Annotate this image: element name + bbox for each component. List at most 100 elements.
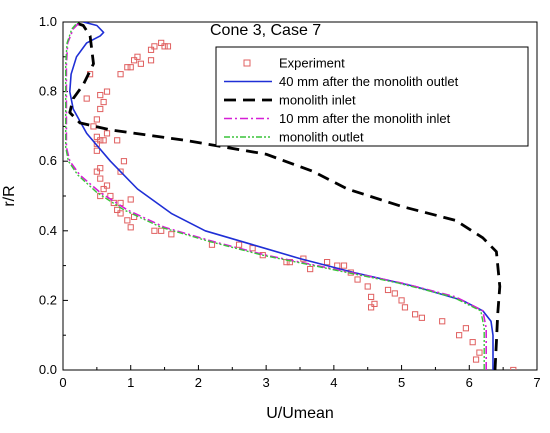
data-point: [168, 231, 175, 238]
legend: Experiment 40 mm after the monolith outle…: [215, 46, 529, 147]
data-point: [124, 217, 131, 224]
data-point: [131, 57, 138, 64]
legend-entry: 10 mm after the monolith inlet: [224, 111, 451, 126]
x-tick-label: 6: [466, 375, 473, 390]
data-point: [100, 137, 107, 144]
y-tick-label: 0.0: [39, 362, 57, 377]
data-point: [510, 366, 517, 370]
data-point: [340, 262, 348, 269]
data-point: [164, 43, 172, 50]
series-line: [68, 22, 502, 370]
data-point: [384, 286, 392, 294]
data-point: [97, 137, 104, 144]
legend-label: Experiment: [279, 56, 345, 71]
data-point: [97, 165, 104, 172]
legend-label: 10 mm after the monolith inlet: [279, 111, 451, 126]
legend-label: monolith outlet: [279, 130, 364, 145]
series-1: [69, 22, 494, 370]
data-point: [124, 64, 131, 71]
data-point: [117, 71, 124, 78]
data-point: [93, 168, 100, 175]
legend-label: 40 mm after the monolith outlet: [279, 74, 459, 89]
data-point: [134, 53, 141, 60]
data-point: [103, 130, 111, 137]
data-point: [161, 43, 168, 50]
series-line: [69, 22, 494, 370]
data-point: [114, 206, 121, 214]
data-point: [147, 57, 155, 64]
data-point: [439, 318, 446, 325]
x-tick-label: 7: [533, 375, 540, 390]
series-line: [65, 22, 485, 370]
data-point: [97, 175, 104, 182]
data-point: [401, 304, 409, 311]
x-axis-label: U/Umean: [266, 405, 334, 422]
data-point: [364, 283, 371, 290]
y-tick-label: 0.4: [39, 223, 57, 238]
data-point: [103, 88, 111, 95]
series-layer: [65, 22, 517, 370]
series-line: [65, 22, 487, 370]
data-point: [117, 168, 124, 175]
data-point: [476, 349, 483, 356]
y-axis-label: r/R: [1, 185, 18, 206]
data-point: [307, 265, 314, 273]
data-point: [147, 46, 155, 53]
x-tick-label: 0: [59, 375, 66, 390]
data-point: [127, 196, 134, 203]
x-tick-label: 5: [398, 375, 405, 390]
data-point: [97, 91, 104, 99]
data-point: [151, 43, 158, 50]
data-point: [114, 137, 121, 144]
y-tick-label: 0.8: [39, 84, 57, 99]
x-tick-label: 2: [195, 375, 202, 390]
data-point: [97, 105, 104, 113]
data-point: [158, 227, 165, 234]
data-point: [137, 60, 144, 67]
data-point: [469, 339, 476, 346]
data-point: [100, 98, 107, 106]
data-point: [371, 300, 378, 307]
data-point: [83, 95, 90, 102]
y-axis-ticks: 0.0 0.2 0.4 0.6 0.8 1.0: [39, 14, 68, 377]
legend-entry: monolith outlet: [224, 130, 364, 145]
data-point: [100, 185, 107, 193]
data-point: [462, 325, 469, 332]
x-tick-label: 3: [263, 375, 270, 390]
data-point: [472, 356, 480, 363]
series-2: [68, 22, 502, 370]
data-point: [117, 210, 124, 217]
data-point: [103, 182, 111, 189]
data-point: [391, 290, 398, 297]
data-point: [398, 297, 405, 304]
x-tick-label: 1: [127, 375, 134, 390]
data-point: [368, 293, 375, 301]
legend-label: monolith inlet: [279, 93, 356, 108]
data-point: [151, 227, 158, 234]
data-point: [90, 123, 97, 130]
data-point: [93, 147, 100, 154]
data-point: [368, 304, 375, 311]
series-3: [65, 22, 487, 370]
series-4: [65, 22, 485, 370]
chart-title: Cone 3, Case 7: [210, 22, 321, 39]
y-tick-label: 0.6: [39, 153, 57, 168]
data-point: [323, 259, 331, 266]
data-point: [93, 116, 100, 123]
data-point: [208, 241, 216, 248]
legend-box: [215, 46, 529, 147]
legend-entry: monolith inlet: [224, 93, 356, 108]
data-point: [456, 332, 463, 339]
data-point: [120, 158, 128, 165]
y-tick-label: 1.0: [39, 14, 57, 29]
data-point: [93, 133, 100, 140]
data-point: [127, 224, 134, 231]
data-point: [235, 241, 243, 248]
data-point: [412, 311, 419, 318]
data-point: [354, 276, 361, 283]
legend-entry: 40 mm after the monolith outlet: [224, 74, 459, 89]
data-point: [158, 39, 165, 46]
x-tick-label: 4: [330, 375, 337, 390]
